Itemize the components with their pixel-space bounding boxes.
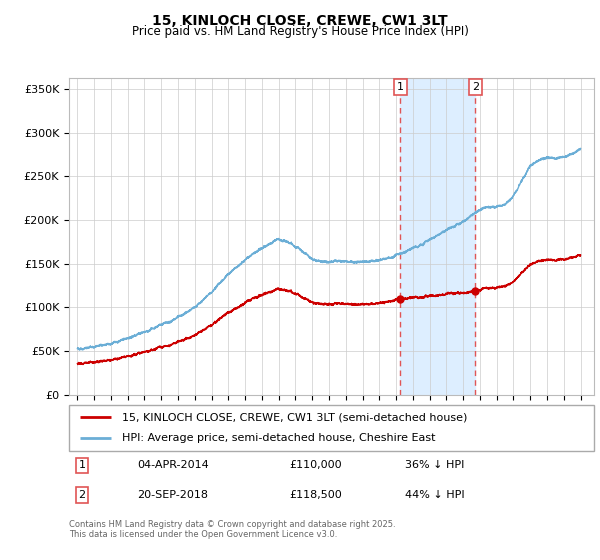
Text: HPI: Average price, semi-detached house, Cheshire East: HPI: Average price, semi-detached house,… — [121, 433, 435, 444]
Text: £118,500: £118,500 — [290, 490, 342, 500]
Text: 1: 1 — [79, 460, 86, 470]
Text: 44% ↓ HPI: 44% ↓ HPI — [405, 490, 464, 500]
Text: 04-APR-2014: 04-APR-2014 — [137, 460, 209, 470]
Text: 15, KINLOCH CLOSE, CREWE, CW1 3LT: 15, KINLOCH CLOSE, CREWE, CW1 3LT — [152, 14, 448, 28]
Text: Contains HM Land Registry data © Crown copyright and database right 2025.
This d: Contains HM Land Registry data © Crown c… — [69, 520, 395, 539]
Text: £110,000: £110,000 — [290, 460, 342, 470]
Bar — [400, 78, 475, 395]
Text: 15, KINLOCH CLOSE, CREWE, CW1 3LT (semi-detached house): 15, KINLOCH CLOSE, CREWE, CW1 3LT (semi-… — [121, 412, 467, 422]
Text: 1: 1 — [397, 82, 404, 92]
Text: 2: 2 — [472, 82, 479, 92]
Text: Price paid vs. HM Land Registry's House Price Index (HPI): Price paid vs. HM Land Registry's House … — [131, 25, 469, 38]
Text: 20-SEP-2018: 20-SEP-2018 — [137, 490, 208, 500]
Text: 2: 2 — [79, 490, 86, 500]
Text: 36% ↓ HPI: 36% ↓ HPI — [405, 460, 464, 470]
